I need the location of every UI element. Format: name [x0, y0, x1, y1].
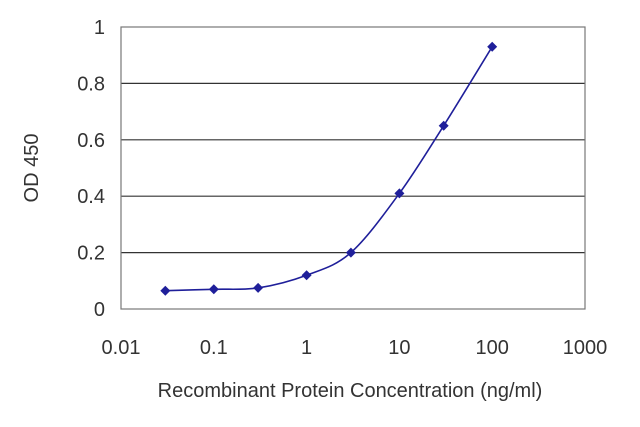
y-tick-label: 0.2: [77, 243, 105, 265]
y-tick-label: 1: [94, 17, 105, 39]
x-tick-label: 10: [388, 337, 410, 359]
y-tick-label: 0.6: [77, 130, 105, 152]
x-axis-title: Recombinant Protein Concentration (ng/ml…: [158, 380, 543, 402]
y-tick-label: 0.4: [77, 186, 105, 208]
grid-layer: [121, 82, 585, 254]
y-axis-title: OD 450: [21, 134, 43, 203]
data-point: [438, 120, 449, 131]
y-tick-label: 0: [94, 299, 105, 321]
y-tick-label: 0.8: [77, 73, 105, 95]
plot-frame: [120, 26, 586, 310]
x-tick-label: 0.1: [200, 337, 228, 359]
data-point: [301, 270, 312, 281]
data-point: [253, 282, 264, 293]
x-tick-label: 1: [301, 337, 312, 359]
x-tick-labels: 0.01 0.1 1 10 100 1000: [102, 337, 608, 359]
data-markers: [160, 41, 498, 296]
data-point: [394, 188, 405, 199]
x-tick-label: 1000: [563, 337, 608, 359]
data-point: [208, 284, 219, 295]
x-tick-label: 0.01: [102, 337, 141, 359]
data-point: [487, 41, 498, 52]
data-point: [160, 285, 171, 296]
data-point: [345, 247, 356, 258]
x-tick-label: 100: [476, 337, 509, 359]
y-tick-labels: 0 0.2 0.4 0.6 0.8 1: [77, 17, 105, 321]
